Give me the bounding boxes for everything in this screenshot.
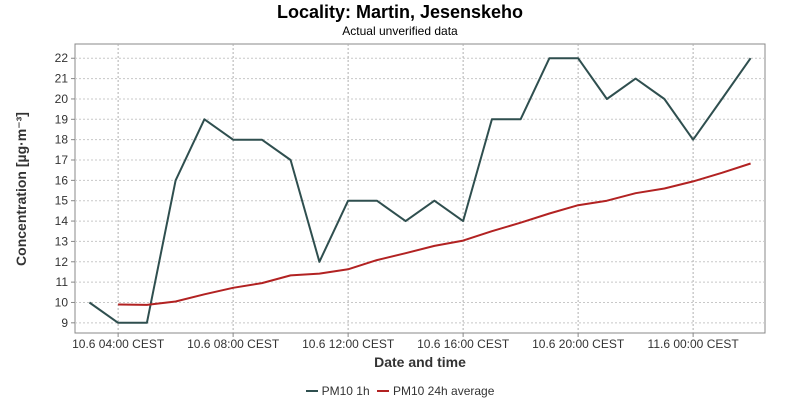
plot-area [74, 43, 766, 334]
x-axis-title: Date and time [374, 354, 466, 370]
legend-label: PM10 1h [321, 384, 370, 398]
y-tick-label: 16 [55, 173, 69, 187]
x-tick-label: 10.6 16:00 CEST [417, 337, 510, 351]
y-tick-label: 22 [55, 51, 69, 65]
chart-subtitle: Actual unverified data [342, 24, 458, 38]
y-tick-label: 13 [55, 234, 69, 248]
y-tick-label: 19 [55, 112, 69, 126]
legend-item-pm10-24h: PM10 24h average [376, 384, 495, 398]
y-tick-label: 14 [55, 214, 69, 228]
y-tick-label: 12 [55, 255, 69, 269]
legend-swatch-pm10-24h [376, 390, 389, 392]
x-axis-ticks: 10.6 04:00 CEST 10.6 08:00 CEST 10.6 12:00… [72, 333, 739, 351]
y-tick-label: 17 [55, 153, 69, 167]
y-axis-ticks: 9 10 11 12 13 14 15 16 17 18 19 20 21 22 [55, 51, 75, 330]
x-tick-label: 10.6 20:00 CEST [532, 337, 625, 351]
chart-title: Locality: Martin, Jesenskeho [276, 2, 524, 22]
y-tick-label: 18 [55, 133, 69, 147]
x-tick-label: 10.6 12:00 CEST [302, 337, 395, 351]
legend-swatch-pm10-1h [305, 390, 318, 392]
legend-item-pm10-1h: PM10 1h [305, 384, 370, 398]
y-tick-label: 20 [55, 92, 69, 106]
grid-lines [75, 44, 765, 333]
y-tick-label: 21 [55, 72, 69, 86]
series-line-pm10-1h [88, 57, 752, 324]
y-tick-label: 10 [55, 295, 69, 309]
legend: PM10 1h PM10 24h average [0, 381, 800, 398]
series-line-pm10-24h-average [118, 162, 751, 306]
x-tick-label: 10.6 08:00 CEST [187, 337, 280, 351]
y-tick-label: 15 [55, 194, 69, 208]
x-tick-label: 10.6 04:00 CEST [72, 337, 165, 351]
y-tick-label: 11 [56, 275, 69, 289]
series-layer [88, 57, 752, 324]
y-tick-label: 9 [61, 316, 68, 330]
y-axis-title: Concentration [µg·m⁻³] [13, 112, 29, 266]
legend-label: PM10 24h average [392, 384, 495, 398]
x-tick-label: 11.6 00:00 CEST [648, 337, 740, 351]
